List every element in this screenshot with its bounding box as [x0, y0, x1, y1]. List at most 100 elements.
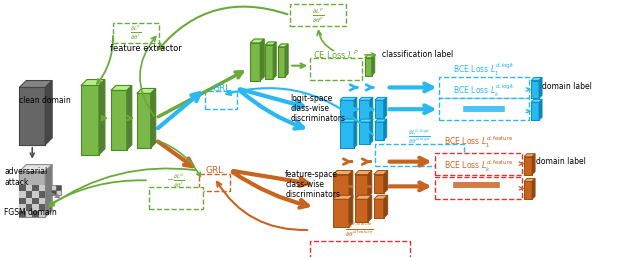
Polygon shape — [260, 39, 264, 80]
Polygon shape — [19, 204, 26, 211]
Polygon shape — [285, 44, 288, 77]
Polygon shape — [365, 58, 372, 76]
Polygon shape — [539, 99, 542, 120]
Polygon shape — [250, 43, 260, 80]
Text: classification label: classification label — [381, 50, 453, 59]
Text: BCE Loss $L_1^{d,\mathrm{feature}}$: BCE Loss $L_1^{d,\mathrm{feature}}$ — [444, 134, 513, 150]
FancyBboxPatch shape — [205, 91, 237, 109]
Polygon shape — [384, 119, 387, 140]
Polygon shape — [359, 97, 372, 100]
Text: FGSM domain: FGSM domain — [4, 208, 57, 217]
Polygon shape — [531, 78, 542, 80]
Text: logit-space: logit-space — [290, 94, 332, 103]
Polygon shape — [355, 199, 368, 222]
Polygon shape — [45, 165, 52, 217]
Polygon shape — [137, 88, 156, 93]
Polygon shape — [375, 97, 387, 100]
Polygon shape — [333, 171, 353, 174]
Polygon shape — [531, 80, 539, 98]
Polygon shape — [39, 204, 45, 211]
Polygon shape — [56, 186, 61, 190]
Text: BCE Loss $L_k^{d,\mathrm{logit}}$: BCE Loss $L_k^{d,\mathrm{logit}}$ — [453, 83, 515, 100]
Polygon shape — [333, 199, 349, 227]
Polygon shape — [359, 119, 372, 122]
Polygon shape — [368, 195, 372, 222]
Text: CE Loss $L^P$: CE Loss $L^P$ — [313, 49, 359, 61]
FancyBboxPatch shape — [375, 144, 465, 166]
Polygon shape — [524, 179, 535, 181]
Polygon shape — [19, 80, 52, 87]
Polygon shape — [365, 55, 375, 58]
Polygon shape — [151, 88, 156, 148]
FancyBboxPatch shape — [290, 4, 346, 26]
Polygon shape — [265, 42, 276, 45]
Polygon shape — [19, 172, 45, 217]
Polygon shape — [359, 100, 370, 122]
Polygon shape — [19, 87, 45, 145]
Polygon shape — [51, 190, 56, 195]
Polygon shape — [539, 78, 542, 98]
Polygon shape — [531, 99, 542, 102]
Polygon shape — [355, 174, 368, 197]
Polygon shape — [524, 157, 532, 174]
Polygon shape — [51, 186, 56, 190]
Polygon shape — [278, 47, 285, 77]
Polygon shape — [278, 44, 288, 47]
FancyBboxPatch shape — [310, 241, 410, 258]
Polygon shape — [372, 55, 375, 76]
Polygon shape — [250, 39, 264, 43]
Text: BCE Loss $L_k^{d,\mathrm{feature}}$: BCE Loss $L_k^{d,\mathrm{feature}}$ — [444, 159, 513, 174]
Polygon shape — [19, 198, 26, 204]
Polygon shape — [532, 154, 535, 174]
Polygon shape — [111, 85, 132, 90]
Polygon shape — [333, 195, 353, 199]
Text: GRL: GRL — [212, 84, 230, 93]
Polygon shape — [340, 122, 354, 148]
Polygon shape — [531, 102, 539, 120]
Polygon shape — [26, 191, 32, 198]
Polygon shape — [137, 93, 151, 148]
Polygon shape — [26, 211, 32, 217]
Polygon shape — [26, 198, 32, 204]
Text: $\frac{\partial L^{d,\mathrm{feature}}}{\partial\theta^{d,\mathrm{feature}}}$: $\frac{\partial L^{d,\mathrm{feature}}}{… — [346, 221, 374, 239]
Polygon shape — [265, 45, 273, 78]
Polygon shape — [39, 211, 45, 217]
Polygon shape — [532, 179, 535, 199]
Polygon shape — [355, 171, 372, 174]
Polygon shape — [45, 80, 52, 145]
Polygon shape — [355, 195, 372, 199]
Polygon shape — [524, 181, 532, 199]
Polygon shape — [354, 97, 357, 126]
Polygon shape — [370, 97, 372, 122]
Polygon shape — [56, 190, 61, 195]
Polygon shape — [32, 204, 39, 211]
Polygon shape — [384, 195, 388, 218]
Polygon shape — [32, 198, 39, 204]
Text: clean domain: clean domain — [19, 96, 71, 105]
Text: BCE Loss $L_1^{d,\mathrm{logit}}$: BCE Loss $L_1^{d,\mathrm{logit}}$ — [453, 62, 515, 78]
Polygon shape — [349, 195, 353, 227]
Text: feature extractor: feature extractor — [110, 44, 182, 53]
FancyBboxPatch shape — [113, 23, 159, 43]
FancyBboxPatch shape — [435, 178, 522, 199]
Polygon shape — [19, 191, 26, 198]
Polygon shape — [349, 171, 353, 202]
Polygon shape — [333, 174, 349, 202]
Polygon shape — [19, 185, 26, 191]
Polygon shape — [26, 204, 32, 211]
Polygon shape — [32, 211, 39, 217]
Polygon shape — [384, 97, 387, 118]
Text: discriminators: discriminators — [290, 114, 345, 123]
Polygon shape — [26, 185, 32, 191]
FancyBboxPatch shape — [435, 153, 522, 174]
Polygon shape — [374, 195, 388, 199]
Polygon shape — [524, 154, 535, 157]
Polygon shape — [370, 119, 372, 144]
Polygon shape — [374, 174, 384, 193]
Polygon shape — [127, 85, 132, 150]
Text: GRL: GRL — [205, 166, 223, 175]
Text: domain label: domain label — [542, 82, 592, 91]
Polygon shape — [39, 191, 45, 198]
FancyBboxPatch shape — [440, 77, 529, 98]
Polygon shape — [39, 198, 45, 204]
